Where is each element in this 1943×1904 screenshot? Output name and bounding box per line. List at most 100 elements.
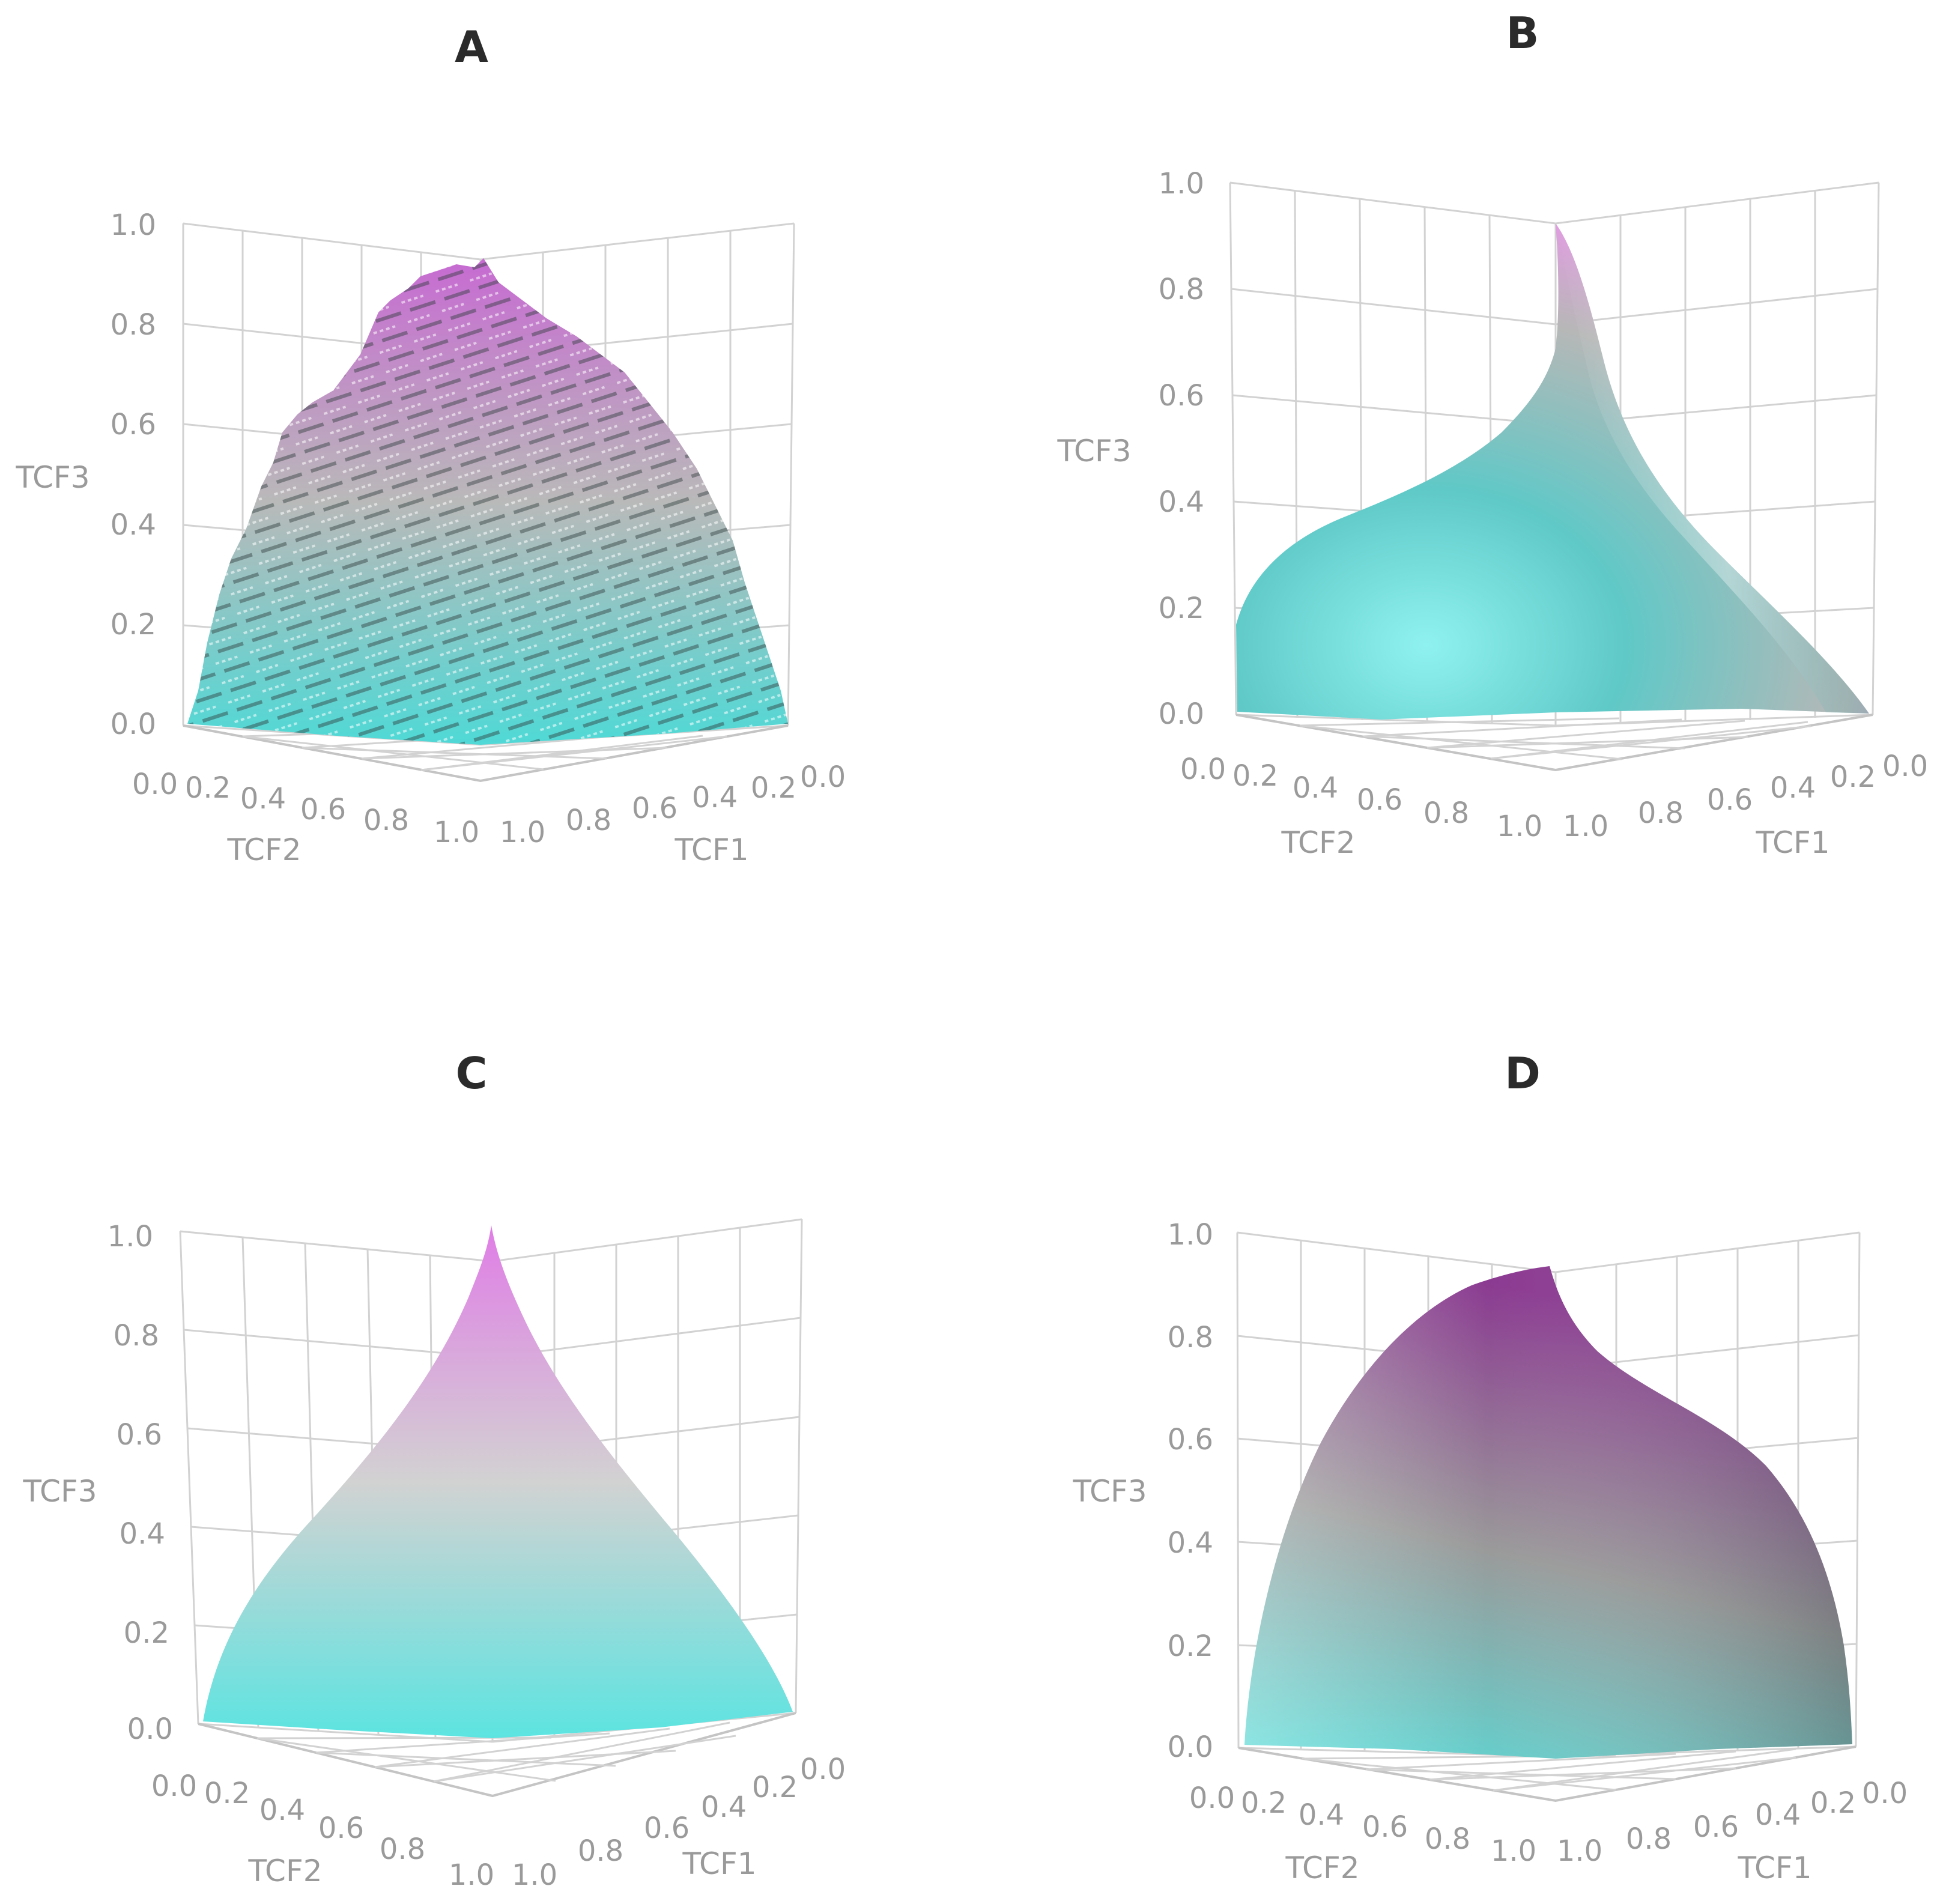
- z-tick-label: 0.0: [1168, 1730, 1213, 1764]
- z-axis-label-a: TCF3: [15, 460, 89, 495]
- y-tick-label: 1.0: [1497, 810, 1542, 843]
- y-tick-label: 0.6: [318, 1812, 364, 1845]
- z-tick-label: 0.2: [1159, 592, 1204, 625]
- panel-title-b: B: [1506, 8, 1539, 58]
- z-ticks-a: 1.0 0.8 0.6 0.4 0.2 0.0: [111, 208, 156, 741]
- y-tick-label: 0.4: [1299, 1798, 1344, 1832]
- x-tick-label: 0.8: [578, 1834, 623, 1868]
- surface-b: [1236, 223, 1869, 720]
- z-ticks-b: 1.0 0.8 0.6 0.4 0.2 0.0: [1159, 167, 1204, 731]
- y-tick-label: 0.2: [204, 1777, 250, 1810]
- y-tick-label: 0.0: [1189, 1781, 1235, 1815]
- y-tick-label: 0.0: [151, 1769, 197, 1803]
- z-tick-label: 0.8: [1168, 1321, 1213, 1354]
- x-ticks-d: 1.0 0.8 0.6 0.4 0.2 0.0: [1557, 1777, 1908, 1868]
- x-axis-label-b: TCF1: [1755, 825, 1829, 860]
- z-tick-label: 1.0: [111, 208, 156, 242]
- y-tick-label: 0.6: [1362, 1810, 1408, 1844]
- x-tick-label: 0.6: [632, 792, 677, 825]
- y-ticks-a: 0.0 0.2 0.4 0.6 0.8 1.0: [132, 768, 479, 849]
- z-tick-label: 0.6: [111, 408, 156, 441]
- z-tick-label: 0.8: [111, 308, 156, 342]
- y-tick-label: 1.0: [449, 1858, 494, 1892]
- x-tick-label: 0.2: [752, 1771, 798, 1804]
- x-tick-label: 0.8: [566, 804, 611, 837]
- x-tick-label: 0.6: [1693, 1810, 1739, 1844]
- y-tick-label: 0.4: [240, 782, 286, 816]
- y-ticks-b: 0.0 0.2 0.4 0.6 0.8 1.0: [1180, 753, 1542, 843]
- x-ticks-a: 1.0 0.8 0.6 0.4 0.2 0.0: [500, 760, 846, 849]
- y-ticks-c: 0.0 0.2 0.4 0.6 0.8 1.0: [151, 1769, 494, 1892]
- z-tick-label: 0.4: [111, 508, 156, 542]
- x-tick-label: 0.0: [800, 760, 846, 794]
- y-tick-label: 0.2: [1241, 1786, 1287, 1820]
- y-tick-label: 1.0: [434, 816, 479, 849]
- z-tick-label: 0.4: [1168, 1526, 1213, 1560]
- y-tick-label: 0.8: [1423, 796, 1469, 830]
- y-tick-label: 0.8: [363, 804, 409, 837]
- panel-title-d: D: [1505, 1048, 1541, 1099]
- z-axis-label-c: TCF3: [22, 1474, 97, 1509]
- x-tick-label: 0.0: [1882, 750, 1928, 783]
- surface-c: [203, 1225, 793, 1738]
- x-tick-label: 0.2: [1810, 1786, 1856, 1820]
- surface-a: [187, 258, 788, 745]
- z-tick-label: 0.6: [117, 1418, 162, 1452]
- panel-d: D 1.0 0.8 0.6 0.4 0.2 0.0 TCF3 0.0 0.2 0…: [1072, 1048, 1908, 1885]
- z-tick-label: 0.0: [111, 708, 156, 741]
- panel-title-a: A: [455, 22, 488, 72]
- z-tick-label: 1.0: [108, 1220, 153, 1254]
- y-tick-label: 0.0: [1180, 753, 1226, 786]
- z-tick-label: 0.2: [124, 1616, 169, 1650]
- y-axis-label-d: TCF2: [1285, 1851, 1359, 1885]
- y-tick-label: 0.2: [1232, 759, 1278, 793]
- x-tick-label: 0.6: [1707, 783, 1753, 817]
- panel-title-c: C: [456, 1048, 488, 1099]
- y-tick-label: 0.8: [1425, 1822, 1470, 1856]
- z-tick-label: 0.8: [1159, 273, 1204, 306]
- y-ticks-d: 0.0 0.2 0.4 0.6 0.8 1.0: [1189, 1781, 1536, 1868]
- z-tick-label: 0.4: [120, 1517, 165, 1551]
- x-tick-label: 0.4: [1755, 1798, 1801, 1832]
- z-tick-label: 0.0: [127, 1712, 173, 1746]
- y-tick-label: 0.0: [132, 768, 178, 801]
- y-tick-label: 0.8: [380, 1833, 425, 1866]
- z-tick-label: 1.0: [1168, 1218, 1213, 1252]
- surface-d: [1244, 1266, 1852, 1759]
- x-tick-label: 0.4: [1770, 771, 1816, 805]
- z-ticks-d: 1.0 0.8 0.6 0.4 0.2 0.0: [1168, 1218, 1213, 1764]
- z-tick-label: 0.0: [1159, 697, 1204, 731]
- y-tick-label: 1.0: [1491, 1834, 1536, 1868]
- x-tick-label: 0.2: [751, 771, 796, 805]
- x-ticks-b: 1.0 0.8 0.6 0.4 0.2 0.0: [1563, 750, 1928, 843]
- z-axis-label-d: TCF3: [1072, 1474, 1147, 1509]
- z-tick-label: 0.2: [1168, 1630, 1213, 1663]
- x-tick-label: 1.0: [500, 816, 545, 849]
- panel-b: B 1.0 0.8 0.6 0.4 0.2 0.0 TCF3 0.0 0.2 0…: [1056, 8, 1928, 860]
- x-axis-label-d: TCF1: [1737, 1851, 1811, 1885]
- panel-c: C 1.0 0.8 0.6 0.4 0.2 0.0 TCF3 0.0 0.2 0…: [22, 1048, 846, 1892]
- x-tick-label: 0.8: [1626, 1822, 1672, 1856]
- x-tick-label: 0.2: [1830, 760, 1876, 794]
- z-tick-label: 0.6: [1159, 379, 1204, 413]
- z-tick-label: 0.6: [1168, 1423, 1213, 1457]
- x-tick-label: 0.4: [701, 1790, 747, 1824]
- y-axis-label-b: TCF2: [1281, 825, 1355, 860]
- y-tick-label: 0.6: [1357, 783, 1402, 817]
- z-tick-label: 0.8: [114, 1319, 159, 1353]
- x-tick-label: 1.0: [512, 1858, 557, 1892]
- x-axis-label-c: TCF1: [682, 1846, 756, 1881]
- x-tick-label: 0.4: [692, 781, 738, 814]
- y-axis-label-a: TCF2: [226, 832, 301, 867]
- z-axis-label-b: TCF3: [1056, 434, 1131, 468]
- z-tick-label: 0.2: [111, 608, 156, 641]
- y-tick-label: 0.2: [185, 771, 231, 805]
- x-axis-label-a: TCF1: [674, 832, 748, 867]
- y-axis-label-c: TCF2: [247, 1854, 322, 1888]
- x-tick-label: 0.0: [800, 1753, 846, 1786]
- y-tick-label: 0.6: [300, 793, 346, 826]
- x-tick-label: 0.0: [1862, 1777, 1908, 1810]
- z-tick-label: 1.0: [1159, 167, 1204, 201]
- x-tick-label: 0.6: [644, 1812, 690, 1845]
- x-tick-label: 1.0: [1563, 810, 1608, 843]
